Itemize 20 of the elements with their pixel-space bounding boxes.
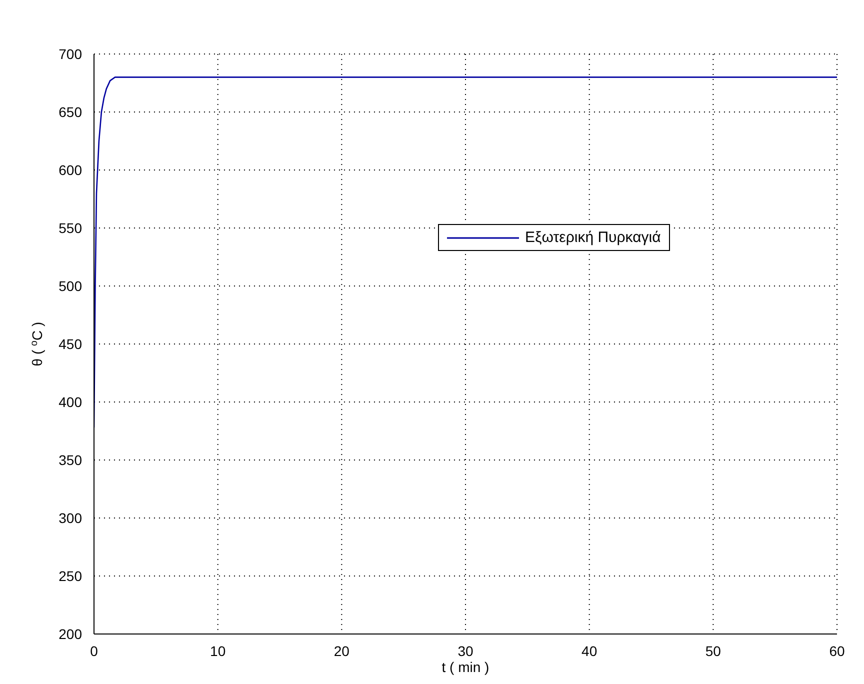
x-tick-label: 60 [829,642,845,659]
x-tick-label: 10 [210,642,226,659]
x-tick-label: 50 [705,642,722,659]
y-tick-label: 600 [58,162,82,178]
x-tick-label: 40 [582,642,598,659]
y-tick-label: 550 [58,220,82,236]
y-tick-label: 700 [58,46,82,62]
y-tick-label: 650 [58,104,82,120]
y-tick-label: 200 [58,626,82,642]
y-tick-label: 250 [58,568,82,584]
legend-label: Εξωτερική Πυρκαγιά [525,229,661,246]
x-tick-label: 20 [334,642,350,659]
y-tick-label: 300 [58,510,82,526]
y-tick-label: 450 [58,336,82,352]
x-axis-title: t ( min ) [442,659,490,675]
y-tick-label: 350 [58,452,82,468]
y-tick-label: 500 [58,278,82,294]
y-tick-label: 400 [58,394,82,410]
x-tick-label: 0 [90,642,98,659]
x-tick-label: 30 [458,642,474,659]
